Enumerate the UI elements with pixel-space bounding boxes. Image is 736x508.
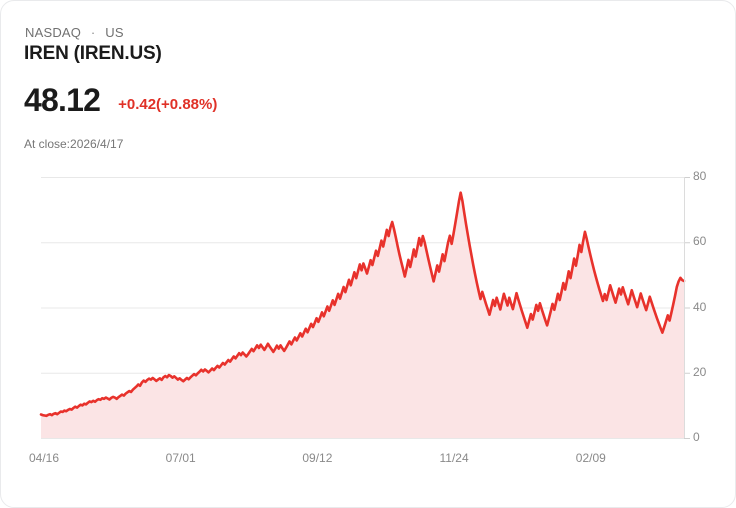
price-change: +0.42(+0.88%) <box>118 96 218 113</box>
price-chart[interactable]: 0 20 40 60 80 04/16 07/01 09/12 11/24 02/09 <box>1 161 735 471</box>
x-axis-tick-label: 02/09 <box>575 451 606 465</box>
x-axis-tick-label: 07/01 <box>165 451 196 465</box>
exchange-name: NASDAQ <box>25 25 82 40</box>
x-axis-tick-label: 04/16 <box>28 451 60 465</box>
price-row: 48.12 +0.42(+0.88%) <box>24 83 217 117</box>
region-label: US <box>105 25 124 40</box>
page-title: IREN (IREN.US) <box>24 43 162 64</box>
separator-dot: · <box>90 25 96 40</box>
y-axis-tick-label: 60 <box>693 234 707 249</box>
x-axis-tick-label: 11/24 <box>439 451 469 465</box>
area-fill <box>41 192 684 438</box>
y-axis-tick-label: 0 <box>693 430 700 444</box>
last-price: 48.12 <box>24 82 101 118</box>
exchange-row: NASDAQ · US <box>25 25 124 40</box>
y-axis-tick-label: 40 <box>693 299 707 314</box>
y-axis-tick-label: 80 <box>693 169 707 183</box>
session-status: At close:2026/4/17 <box>24 137 124 151</box>
price-line <box>39 191 686 418</box>
y-axis-tick-label: 20 <box>693 364 707 379</box>
x-axis-tick-label: 09/12 <box>302 451 333 465</box>
chart-svg <box>39 177 690 439</box>
